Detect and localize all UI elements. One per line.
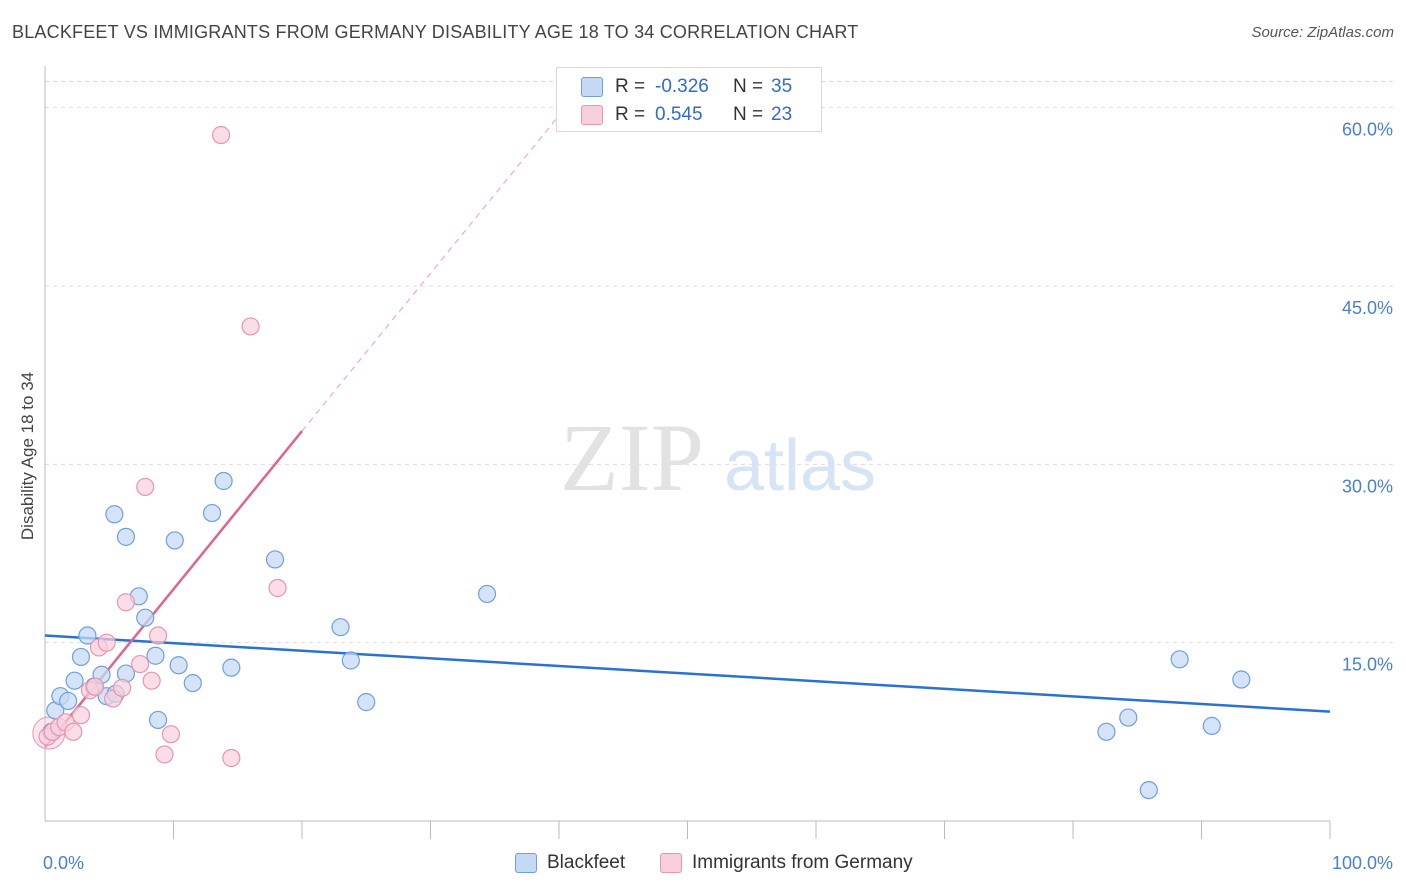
legend-swatch-blue: [515, 853, 537, 873]
watermark-atlas: atlas: [724, 426, 876, 506]
blackfeet-point: [477, 584, 497, 604]
germany-point: [71, 706, 91, 725]
blackfeet-point: [59, 691, 78, 711]
blackfeet-point: [341, 651, 360, 670]
germany-point: [161, 725, 181, 744]
germany-trend-line: [44, 430, 303, 749]
blackfeet-point: [265, 550, 285, 569]
x-tick-label: 0.0%: [43, 853, 84, 873]
watermark-zip: ZIP: [560, 404, 704, 511]
legend-n-label: N =: [733, 104, 764, 125]
germany-point: [268, 578, 287, 598]
blackfeet-point: [357, 693, 376, 712]
legend-r-label: R =: [615, 76, 646, 97]
blackfeet-point: [78, 626, 97, 645]
legend-r-value: 0.545: [655, 104, 703, 125]
blackfeet-point: [116, 527, 136, 546]
blackfeet-trend-line: [44, 634, 1331, 713]
legend-swatch-pink: [581, 105, 603, 125]
legend-r-label: R =: [615, 104, 646, 125]
series-legend: Blackfeet Immigrants from Germany: [0, 852, 1406, 878]
blackfeet-point: [148, 710, 168, 730]
legend-swatch-pink: [660, 853, 682, 873]
y-tick-label: 45.0%: [1342, 298, 1393, 318]
source-credit: Source: ZipAtlas.com: [1251, 24, 1394, 41]
blackfeet-point: [146, 646, 165, 665]
y-tick-label: 15.0%: [1342, 655, 1393, 675]
germany-point: [148, 626, 168, 645]
blackfeet-point: [183, 673, 202, 693]
data-points: [32, 125, 1251, 800]
x-tick-label: 100.0%: [1332, 853, 1393, 873]
blackfeet-point: [1202, 716, 1221, 735]
blackfeet-point: [65, 671, 84, 690]
legend-item-germany[interactable]: Immigrants from Germany: [660, 852, 913, 874]
blackfeet-point: [1170, 650, 1189, 669]
germany-point: [211, 125, 231, 145]
germany-point: [222, 748, 241, 768]
blackfeet-point: [222, 658, 241, 677]
blackfeet-point: [214, 471, 233, 491]
blackfeet-point: [202, 503, 222, 523]
blackfeet-point: [136, 608, 155, 627]
germany-point: [142, 671, 161, 690]
legend-n-value: 23: [771, 104, 793, 125]
legend-label-blackfeet: Blackfeet: [547, 852, 626, 873]
legend-swatch-blue: [581, 77, 603, 97]
blackfeet-point: [1139, 780, 1158, 800]
legend-item-blackfeet[interactable]: Blackfeet: [515, 852, 625, 874]
watermark: ZIP atlas: [560, 404, 876, 511]
legend-n-label: N =: [733, 76, 764, 97]
blackfeet-point: [1097, 722, 1116, 741]
blackfeet-point: [1232, 670, 1251, 689]
y-axis-title: Disability Age 18 to 34: [18, 372, 37, 540]
germany-point: [97, 633, 116, 652]
blackfeet-point: [165, 531, 184, 550]
blackfeet-point: [169, 656, 188, 675]
legend-r-value: -0.326: [655, 76, 709, 97]
germany-point: [112, 678, 132, 697]
germany-point: [155, 745, 174, 764]
germany-point: [116, 593, 136, 612]
blackfeet-point: [71, 647, 91, 667]
germany-trend-extension: [301, 112, 563, 432]
legend-row-germany: R = 0.545 N = 23: [581, 101, 792, 129]
germany-point: [241, 317, 260, 336]
legend-row-blackfeet: R = -0.326 N = 35: [581, 73, 792, 101]
blackfeet-point: [105, 505, 124, 524]
legend-label-germany: Immigrants from Germany: [692, 852, 913, 873]
tick-labels: 15.0% 30.0% 45.0% 60.0% 0.0% 100.0%: [43, 120, 1393, 873]
blackfeet-point: [331, 618, 350, 637]
y-tick-label: 30.0%: [1342, 476, 1393, 496]
correlation-legend: R = -0.326 N = 35 R = 0.545 N = 23: [556, 67, 822, 132]
germany-point: [130, 654, 150, 674]
legend-n-value: 35: [771, 76, 793, 97]
axes: [44, 66, 1331, 839]
germany-point: [86, 677, 105, 696]
chart-title: BLACKFEET VS IMMIGRANTS FROM GERMANY DIS…: [12, 22, 859, 42]
blackfeet-point: [1119, 708, 1138, 727]
germany-point: [136, 477, 155, 497]
gridlines: [45, 81, 1393, 644]
germany-point: [64, 722, 83, 741]
y-tick-label: 60.0%: [1342, 120, 1393, 140]
